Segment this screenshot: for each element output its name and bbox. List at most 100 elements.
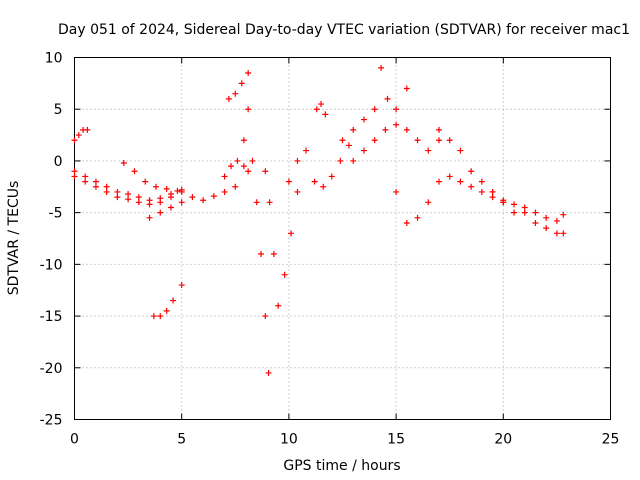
data-point	[84, 126, 91, 133]
series-track-h	[225, 70, 252, 102]
data-point	[157, 313, 164, 320]
data-point	[560, 211, 567, 218]
data-point	[167, 204, 174, 211]
data-point	[425, 199, 432, 206]
data-point	[245, 106, 252, 113]
data-point	[265, 369, 272, 376]
y-tick-label: 5	[54, 102, 63, 118]
data-point	[135, 199, 142, 206]
data-point	[382, 126, 389, 133]
data-point	[457, 147, 464, 154]
x-tick-label: 10	[280, 432, 298, 448]
x-tick-label: 15	[387, 432, 405, 448]
data-point	[245, 70, 252, 77]
data-point	[146, 214, 153, 221]
series-track-r	[489, 188, 567, 237]
y-tick-label: -15	[40, 309, 63, 325]
data-point	[360, 116, 367, 123]
data-point	[266, 199, 273, 206]
data-point	[435, 137, 442, 144]
data-point	[178, 199, 185, 206]
data-point	[468, 168, 475, 175]
data-point	[228, 163, 235, 170]
data-point	[521, 209, 528, 216]
data-point	[71, 168, 78, 175]
data-point	[240, 163, 247, 170]
y-tick-label: -20	[40, 361, 63, 377]
data-point	[285, 178, 292, 185]
data-point	[210, 193, 217, 200]
data-point	[345, 142, 352, 149]
data-point	[157, 209, 164, 216]
data-point	[146, 201, 153, 208]
data-point	[393, 121, 400, 128]
data-point	[221, 173, 228, 180]
data-point	[262, 313, 269, 320]
data-point	[103, 183, 110, 190]
x-axis-label: GPS time / hours	[283, 458, 400, 474]
data-point	[511, 209, 518, 216]
data-point	[270, 251, 277, 258]
y-tick-label: -25	[40, 413, 63, 429]
data-point	[114, 194, 121, 201]
x-tick-label: 5	[177, 432, 186, 448]
series-track-e	[146, 199, 185, 221]
data-point	[288, 230, 295, 237]
data-point	[294, 157, 301, 164]
data-point	[478, 188, 485, 195]
data-point	[152, 183, 159, 190]
data-point	[262, 168, 269, 175]
data-point	[157, 199, 164, 206]
data-point	[71, 137, 78, 144]
y-tick-label: -10	[40, 257, 63, 273]
data-point	[82, 178, 89, 185]
data-point	[350, 126, 357, 133]
data-point	[384, 95, 391, 102]
data-points	[71, 64, 567, 376]
data-point	[75, 132, 82, 139]
data-point	[178, 188, 185, 195]
data-point	[135, 194, 142, 201]
data-point	[378, 64, 385, 71]
x-tick-label: 25	[602, 432, 620, 448]
data-point	[532, 209, 539, 216]
data-point	[371, 137, 378, 144]
data-point	[253, 199, 260, 206]
series-track-l	[313, 101, 329, 118]
data-point	[521, 204, 528, 211]
data-point	[238, 80, 245, 87]
data-point	[313, 106, 320, 113]
series-track-d	[71, 126, 91, 144]
data-point	[150, 313, 157, 320]
data-point	[225, 95, 232, 102]
data-point	[435, 178, 442, 185]
data-point	[414, 214, 421, 221]
data-point	[489, 188, 496, 195]
x-tick-label: 20	[494, 432, 512, 448]
data-point	[294, 188, 301, 195]
data-point	[142, 178, 149, 185]
y-tick-label: 10	[45, 51, 63, 67]
data-point	[71, 173, 78, 180]
data-point	[457, 178, 464, 185]
axis-ticks: 0 5 10 15 20 25 -25 -20 -15 -10 -5 0 5 10	[40, 51, 620, 448]
data-point	[320, 183, 327, 190]
data-point	[403, 85, 410, 92]
series-track-k	[285, 142, 352, 190]
chart-title: Day 051 of 2024, Sidereal Day-to-day VTE…	[58, 22, 630, 38]
data-point	[125, 191, 132, 198]
y-axis-label: SDTVAR / TECUs	[6, 181, 22, 296]
series-track-o	[393, 178, 442, 226]
data-point	[393, 188, 400, 195]
data-point	[543, 225, 550, 232]
data-point	[303, 147, 310, 154]
data-point	[167, 194, 174, 201]
data-point	[232, 90, 239, 97]
data-point	[82, 173, 89, 180]
series-track-q	[446, 173, 567, 224]
data-point	[170, 297, 177, 304]
series-track-c	[120, 159, 181, 194]
data-point	[468, 183, 475, 190]
data-point	[446, 173, 453, 180]
